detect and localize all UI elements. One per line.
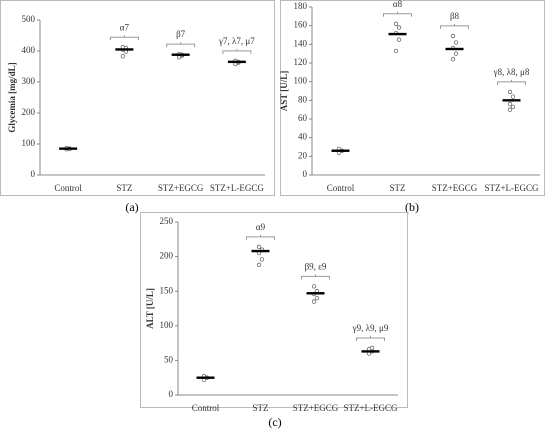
panel-label: (a)	[125, 200, 138, 214]
data-point	[450, 57, 456, 62]
mean-bar	[227, 60, 246, 64]
bracket	[440, 23, 469, 29]
data-point	[396, 25, 402, 30]
y-tick-label: 140	[294, 38, 308, 48]
data-point	[311, 284, 317, 289]
annotation: γ9, λ9, μ9	[352, 323, 389, 333]
x-tick-label: STZ	[389, 183, 405, 193]
annotation: β9, ε9	[305, 261, 327, 271]
y-axis-label: Glycemia [mg/dL]	[7, 62, 17, 132]
data-point	[393, 48, 399, 54]
panel-frame	[0, 0, 275, 196]
data-point	[256, 244, 262, 250]
y-axis-label: AST [U/L]	[279, 71, 289, 112]
bracket	[497, 79, 526, 85]
mean-bar	[306, 292, 325, 295]
y-tick-label: 200	[160, 251, 174, 261]
mean-bar	[445, 47, 464, 51]
mean-bar	[331, 149, 350, 152]
bracket	[246, 234, 275, 240]
annotation: β8	[450, 11, 460, 21]
data-point	[507, 107, 513, 112]
panel-frame	[140, 212, 408, 408]
bracket	[109, 35, 139, 41]
x-tick-label: Control	[54, 183, 82, 193]
x-tick-label: STZ+EGCG	[158, 183, 204, 193]
y-tick-label: 120	[294, 57, 308, 67]
annotation: γ8, λ8, μ8	[493, 67, 530, 77]
y-tick-label: 100	[160, 320, 174, 330]
mean-bar	[251, 249, 270, 253]
mean-bar	[361, 350, 380, 353]
y-tick-label: 40	[298, 132, 308, 142]
y-tick-label: 100	[294, 76, 308, 86]
panel-frame	[280, 0, 545, 196]
x-tick-label: STZ+L-EGCG	[343, 403, 398, 413]
x-tick-label: STZ	[252, 403, 268, 413]
x-tick-label: STZ	[116, 183, 132, 193]
data-point	[396, 37, 402, 42]
mean-bar	[502, 99, 521, 102]
data-point	[507, 89, 513, 95]
y-tick-label: 150	[160, 285, 174, 295]
panel-label: (c)	[268, 415, 281, 429]
data-point	[453, 40, 459, 45]
annotation: α7	[120, 22, 130, 32]
data-point	[120, 54, 126, 59]
bracket	[356, 335, 385, 341]
y-tick-label: 80	[298, 94, 308, 104]
y-axis-label: ALT [U/L]	[145, 288, 155, 329]
data-point	[369, 345, 375, 351]
bracket	[166, 42, 196, 48]
y-tick-label: 300	[22, 76, 36, 86]
y-tick-label: 400	[22, 45, 36, 55]
y-tick-label: 200	[22, 107, 36, 117]
data-point	[259, 257, 265, 262]
x-tick-label: STZ+EGCG	[432, 183, 478, 193]
y-tick-label: 100	[22, 138, 36, 148]
y-tick-label: 50	[164, 354, 174, 364]
y-tick-label: 0	[169, 389, 174, 399]
y-tick-label: 250	[160, 216, 174, 226]
bracket	[383, 11, 412, 17]
y-tick-label: 180	[294, 1, 308, 11]
data-point	[311, 299, 317, 304]
x-tick-label: STZ+L-EGCG	[210, 183, 265, 193]
y-tick-label: 0	[31, 169, 36, 179]
data-point	[510, 104, 516, 110]
data-point	[314, 295, 320, 301]
panel-label: (b)	[405, 200, 419, 214]
mean-bar	[59, 147, 78, 150]
data-point	[450, 33, 456, 39]
data-point	[453, 51, 459, 56]
data-point	[510, 94, 516, 99]
x-tick-label: STZ+L-EGCG	[484, 183, 539, 193]
y-tick-label: 60	[298, 113, 308, 123]
y-tick-label: 500	[22, 14, 36, 24]
x-tick-label: STZ+EGCG	[293, 403, 339, 413]
x-tick-label: Control	[192, 403, 220, 413]
mean-bar	[115, 48, 134, 51]
mean-bar	[196, 376, 215, 379]
data-point	[256, 262, 262, 268]
y-tick-label: 20	[298, 150, 308, 160]
annotation: α9	[256, 222, 266, 232]
y-tick-label: 160	[294, 20, 308, 30]
bracket	[222, 48, 252, 54]
x-tick-label: Control	[327, 183, 355, 193]
data-point	[507, 101, 513, 107]
y-tick-label: 0	[303, 169, 308, 179]
bracket	[301, 274, 330, 280]
mean-bar	[171, 53, 190, 56]
annotation: β7	[176, 29, 186, 39]
mean-bar	[388, 32, 407, 36]
data-point	[393, 21, 399, 26]
annotation: α8	[393, 0, 403, 9]
annotation: γ7, λ7, μ7	[218, 36, 255, 46]
